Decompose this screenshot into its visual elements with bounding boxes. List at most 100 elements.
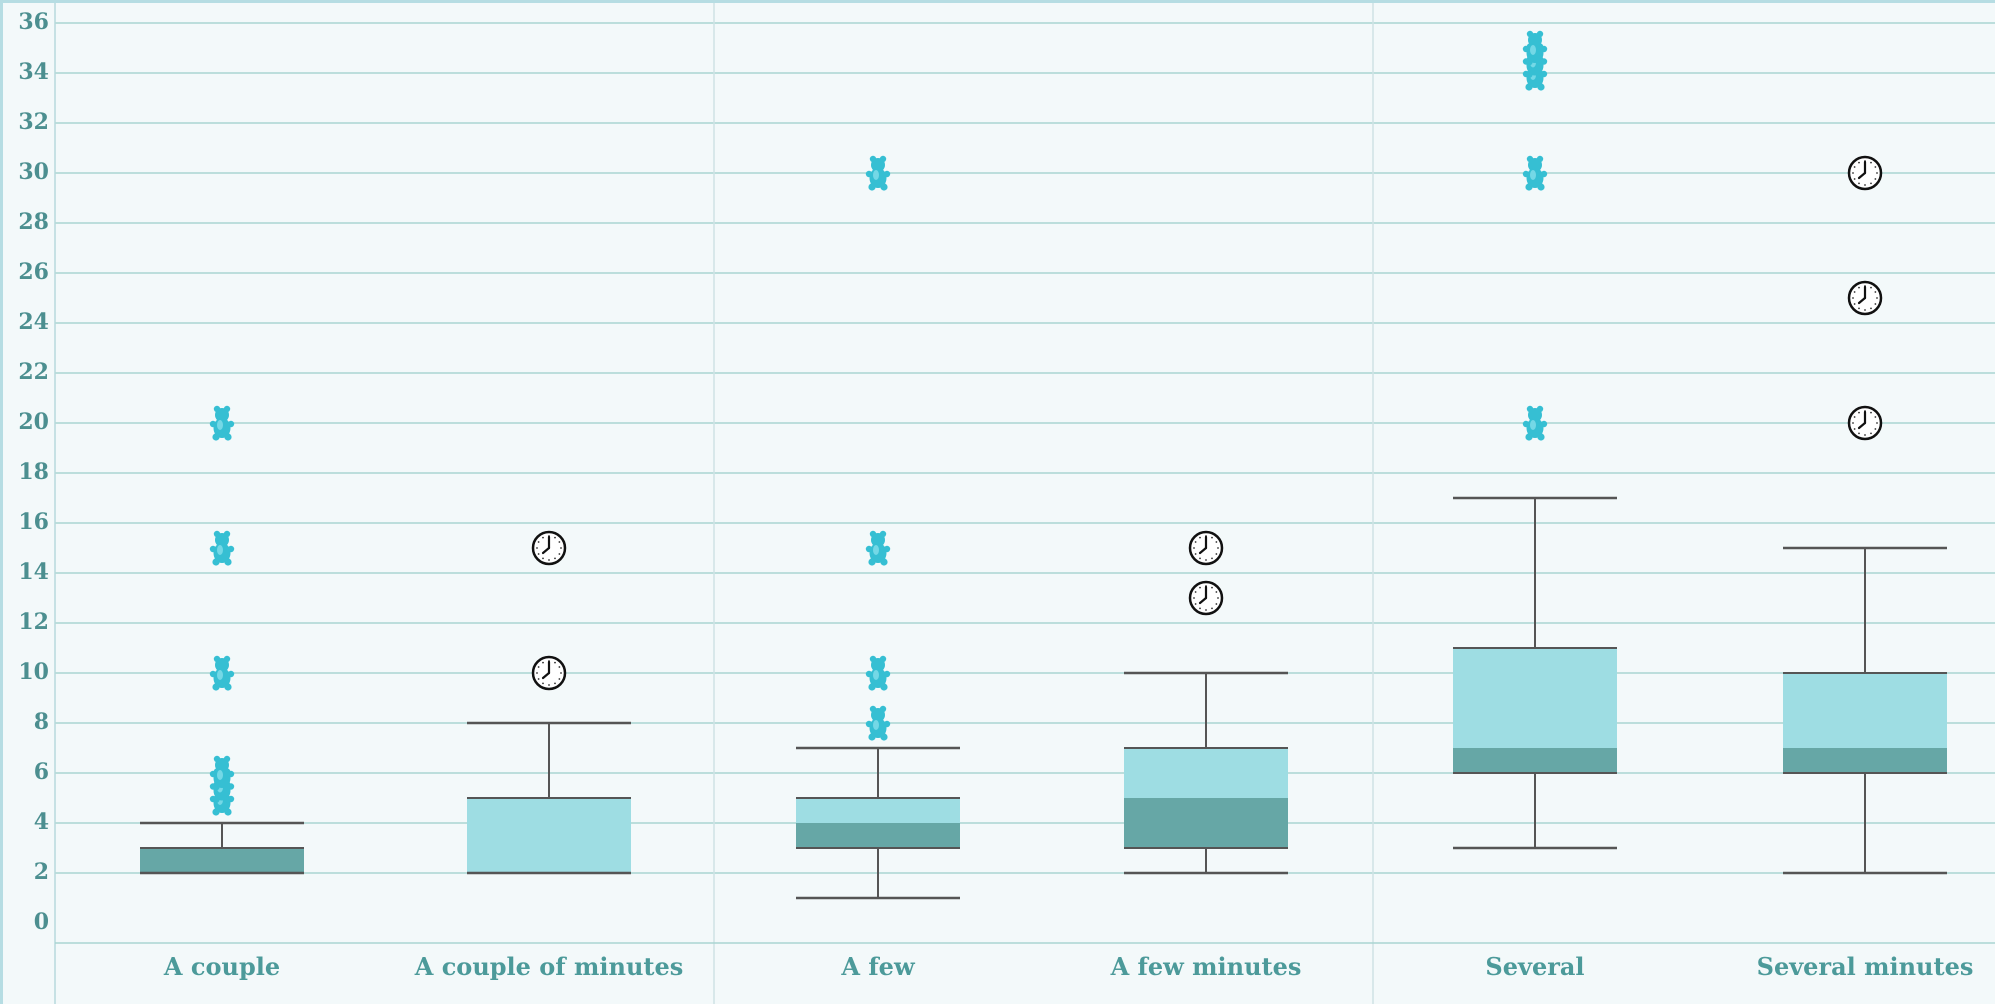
gummy-bear-arm (227, 670, 235, 678)
clock-tick (537, 666, 540, 668)
clock-tick (1853, 303, 1856, 305)
group-separators (713, 3, 1374, 1004)
clock-tick (1194, 591, 1197, 593)
gummy-bear-leg (212, 808, 220, 816)
y-tick-label-36: 36 (18, 9, 49, 35)
gummy-bear-highlight (873, 720, 879, 730)
clock-hour-hand (1857, 296, 1867, 305)
gummy-bear-icon (865, 705, 891, 741)
clock-tick (1215, 603, 1218, 605)
clock-tick (1870, 432, 1872, 435)
clock-tick (1211, 536, 1213, 539)
box-lower-quartile (1124, 798, 1288, 848)
gummy-bear-leg (212, 433, 220, 441)
clock-tick (1870, 411, 1872, 414)
y-tick-label-10: 10 (18, 659, 49, 685)
clock-tick (560, 547, 562, 549)
gummy-bear-arm (209, 545, 217, 553)
gummy-bear-leg (1525, 183, 1533, 191)
clock-tick (558, 553, 561, 555)
gummy-bear-leg (880, 733, 888, 741)
y-tick-label-6: 6 (34, 759, 49, 785)
gummy-bear-leg (224, 783, 232, 791)
gummy-bear-leg (224, 795, 232, 804)
clock-hour-hand (1857, 171, 1867, 180)
gummy-bear-arm (227, 545, 235, 553)
box-layer (140, 496, 1947, 900)
box-a-few-minutes (1124, 671, 1288, 875)
clock-tick (1864, 184, 1866, 186)
clock-tick (548, 559, 550, 561)
clock-tick (1858, 286, 1860, 289)
clock-tick (536, 547, 538, 549)
clock-tick (542, 536, 544, 539)
gummy-bear-head (1528, 158, 1542, 172)
gummy-bear-leg (212, 683, 220, 691)
gummy-bear-arm (1522, 45, 1530, 53)
gummy-bear-leg (224, 683, 232, 691)
clock-tick (1853, 178, 1856, 180)
gummy-bear-leg (212, 795, 220, 804)
clock-tick (1215, 541, 1218, 543)
clock-tick (1205, 609, 1207, 611)
gummy-bear-highlight (217, 670, 223, 680)
category-label-several-minutes: Several minutes (1757, 952, 1974, 981)
category-label-a-couple-of-minutes: A couple of minutes (414, 952, 684, 981)
clock-tick (1853, 291, 1856, 293)
clock-tick (542, 661, 544, 664)
y-tick-label-0: 0 (34, 909, 49, 935)
clock-tick (542, 682, 544, 685)
clock-tick (558, 666, 561, 668)
clock-tick (1874, 291, 1877, 293)
gummy-bear-arm (865, 545, 873, 553)
clock-tick (1199, 586, 1201, 589)
gummy-bear-leg (868, 183, 876, 191)
clock-tick (1194, 603, 1197, 605)
gummy-bear-arm (883, 170, 891, 178)
clock-tick (542, 557, 544, 560)
clock-tick (1211, 607, 1213, 610)
box-lower-quartile (1453, 748, 1617, 773)
clock-tick (558, 541, 561, 543)
clock-tick (1870, 286, 1872, 289)
clock-tick (554, 661, 556, 664)
gummy-bear-leg (1525, 83, 1533, 91)
gummy-bear-leg (1537, 58, 1545, 66)
clock-tick (1852, 422, 1854, 424)
gummy-bear-highlight (217, 420, 223, 430)
clock-tick (1853, 166, 1856, 168)
box-lower-quartile (796, 823, 960, 848)
clock-tick (1876, 422, 1878, 424)
category-label-a-couple: A couple (163, 952, 280, 981)
category-label-a-few: A few (840, 952, 916, 981)
clock-tick (1876, 297, 1878, 299)
clock-tick (537, 678, 540, 680)
y-tick-label-12: 12 (18, 609, 49, 635)
y-tick-label-28: 28 (18, 209, 49, 235)
clock-tick (1858, 432, 1860, 435)
gummy-bear-highlight (217, 545, 223, 555)
clock-tick (554, 536, 556, 539)
box-a-couple (140, 821, 304, 875)
clock-tick (1870, 182, 1872, 185)
gummy-bear-arm (1522, 420, 1530, 428)
gummy-bear-arm (209, 770, 217, 778)
clock-tick (1858, 307, 1860, 310)
clock-icon (531, 655, 567, 691)
clock-tick (1199, 557, 1201, 560)
clock-tick (1193, 547, 1195, 549)
gummy-bear-icon (1522, 30, 1548, 66)
box-lower-quartile (140, 848, 304, 873)
y-tick-label-8: 8 (34, 709, 49, 735)
box-upper-quartile (1453, 648, 1617, 748)
clock-tick (1864, 434, 1866, 436)
y-tick-label-18: 18 (18, 459, 49, 485)
clock-tick (1874, 416, 1877, 418)
gummy-bear-icon (1522, 155, 1548, 191)
clock-tick (537, 541, 540, 543)
clock-tick (1215, 553, 1218, 555)
gummy-bear-icon (1522, 405, 1548, 441)
clock-hour-hand (1198, 546, 1208, 555)
category-label-a-few-minutes: A few minutes (1110, 952, 1302, 981)
